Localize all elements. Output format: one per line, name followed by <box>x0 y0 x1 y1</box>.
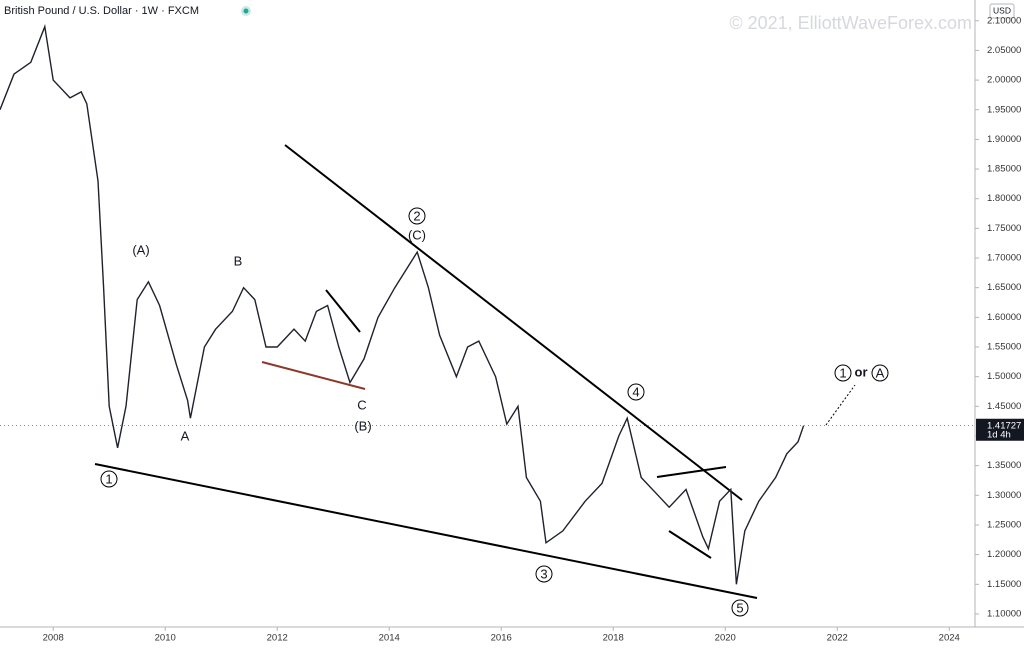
last-price-tag <box>976 418 1024 441</box>
y-tick-label: 1.90000 <box>987 134 1021 145</box>
watermark: © 2021, ElliottWaveForex.com <box>729 13 972 33</box>
last-price-label: 1.41727 <box>987 420 1021 431</box>
y-tick-label: 1.50000 <box>987 371 1021 382</box>
x-tick-label: 2018 <box>603 633 624 644</box>
wave-label: 3 <box>540 566 547 581</box>
trendline <box>325 289 361 333</box>
wave-circle <box>731 599 749 617</box>
wave-label: 1 <box>105 471 112 486</box>
y-tick-label: 2.05000 <box>987 45 1021 56</box>
wave-label: or <box>855 364 868 379</box>
wave-label: 1 <box>839 365 846 380</box>
y-tick-label: 2.00000 <box>987 75 1021 86</box>
wave-circle <box>535 565 553 583</box>
trendline <box>656 466 727 478</box>
chart-title: British Pound / U.S. Dollar · 1W · FXCM <box>4 5 199 17</box>
wave-label: B <box>234 253 243 268</box>
x-tick-label: 2008 <box>43 633 64 644</box>
status-dot-core <box>243 8 249 14</box>
wave-circles <box>100 207 889 617</box>
x-tick-label: 2010 <box>155 633 176 644</box>
y-tick-label: 1.10000 <box>987 608 1021 619</box>
y-tick-label: 1.15000 <box>987 579 1021 590</box>
wave-circle <box>871 364 889 382</box>
y-tick-label: 1.65000 <box>987 282 1021 293</box>
wave-label: (C) <box>408 227 426 242</box>
trendline <box>284 144 743 501</box>
y-tick-label: 1.55000 <box>987 342 1021 353</box>
wave-label: C <box>357 397 366 412</box>
wave-circle <box>100 470 118 488</box>
wave-circle <box>408 207 426 225</box>
x-tick-label: 2020 <box>715 633 736 644</box>
y-tick-label: 1.95000 <box>987 104 1021 115</box>
wave-label: (A) <box>132 242 149 257</box>
currency-box <box>989 3 1015 19</box>
y-tick-label: 2.10000 <box>987 15 1021 26</box>
y-tick-label: 1.35000 <box>987 460 1021 471</box>
wave-label: 5 <box>736 600 743 615</box>
y-tick-label: 1.80000 <box>987 193 1021 204</box>
y-tick-label: 1.85000 <box>987 164 1021 175</box>
trendline <box>261 361 366 390</box>
projection-line <box>825 384 856 426</box>
wave-label: 4 <box>632 384 639 399</box>
x-tick-label: 2024 <box>939 633 960 644</box>
y-tick-label: 1.25000 <box>987 519 1021 530</box>
price-line <box>0 24 805 585</box>
countdown-label: 1d 4h <box>987 429 1011 440</box>
y-tick-label: 1.60000 <box>987 312 1021 323</box>
x-tick-label: 2016 <box>491 633 512 644</box>
wave-label: A <box>876 365 885 380</box>
y-tick-label: 1.70000 <box>987 253 1021 264</box>
wave-label: A <box>181 428 190 443</box>
wave-circle <box>834 364 852 382</box>
trendline <box>94 463 758 599</box>
y-tick-label: 1.20000 <box>987 549 1021 560</box>
wave-label: 2 <box>413 208 420 223</box>
wave-circle <box>627 383 645 401</box>
x-tick-label: 2012 <box>267 633 288 644</box>
wave-label: (B) <box>354 418 371 433</box>
x-tick-label: 2022 <box>827 633 848 644</box>
y-tick-label: 1.75000 <box>987 223 1021 234</box>
drawings <box>94 144 856 599</box>
y-tick-label: 1.30000 <box>987 490 1021 501</box>
trendline <box>668 530 712 559</box>
currency: USD <box>993 5 1011 15</box>
x-tick-label: 2014 <box>379 633 400 644</box>
y-tick-label: 1.45000 <box>987 401 1021 412</box>
